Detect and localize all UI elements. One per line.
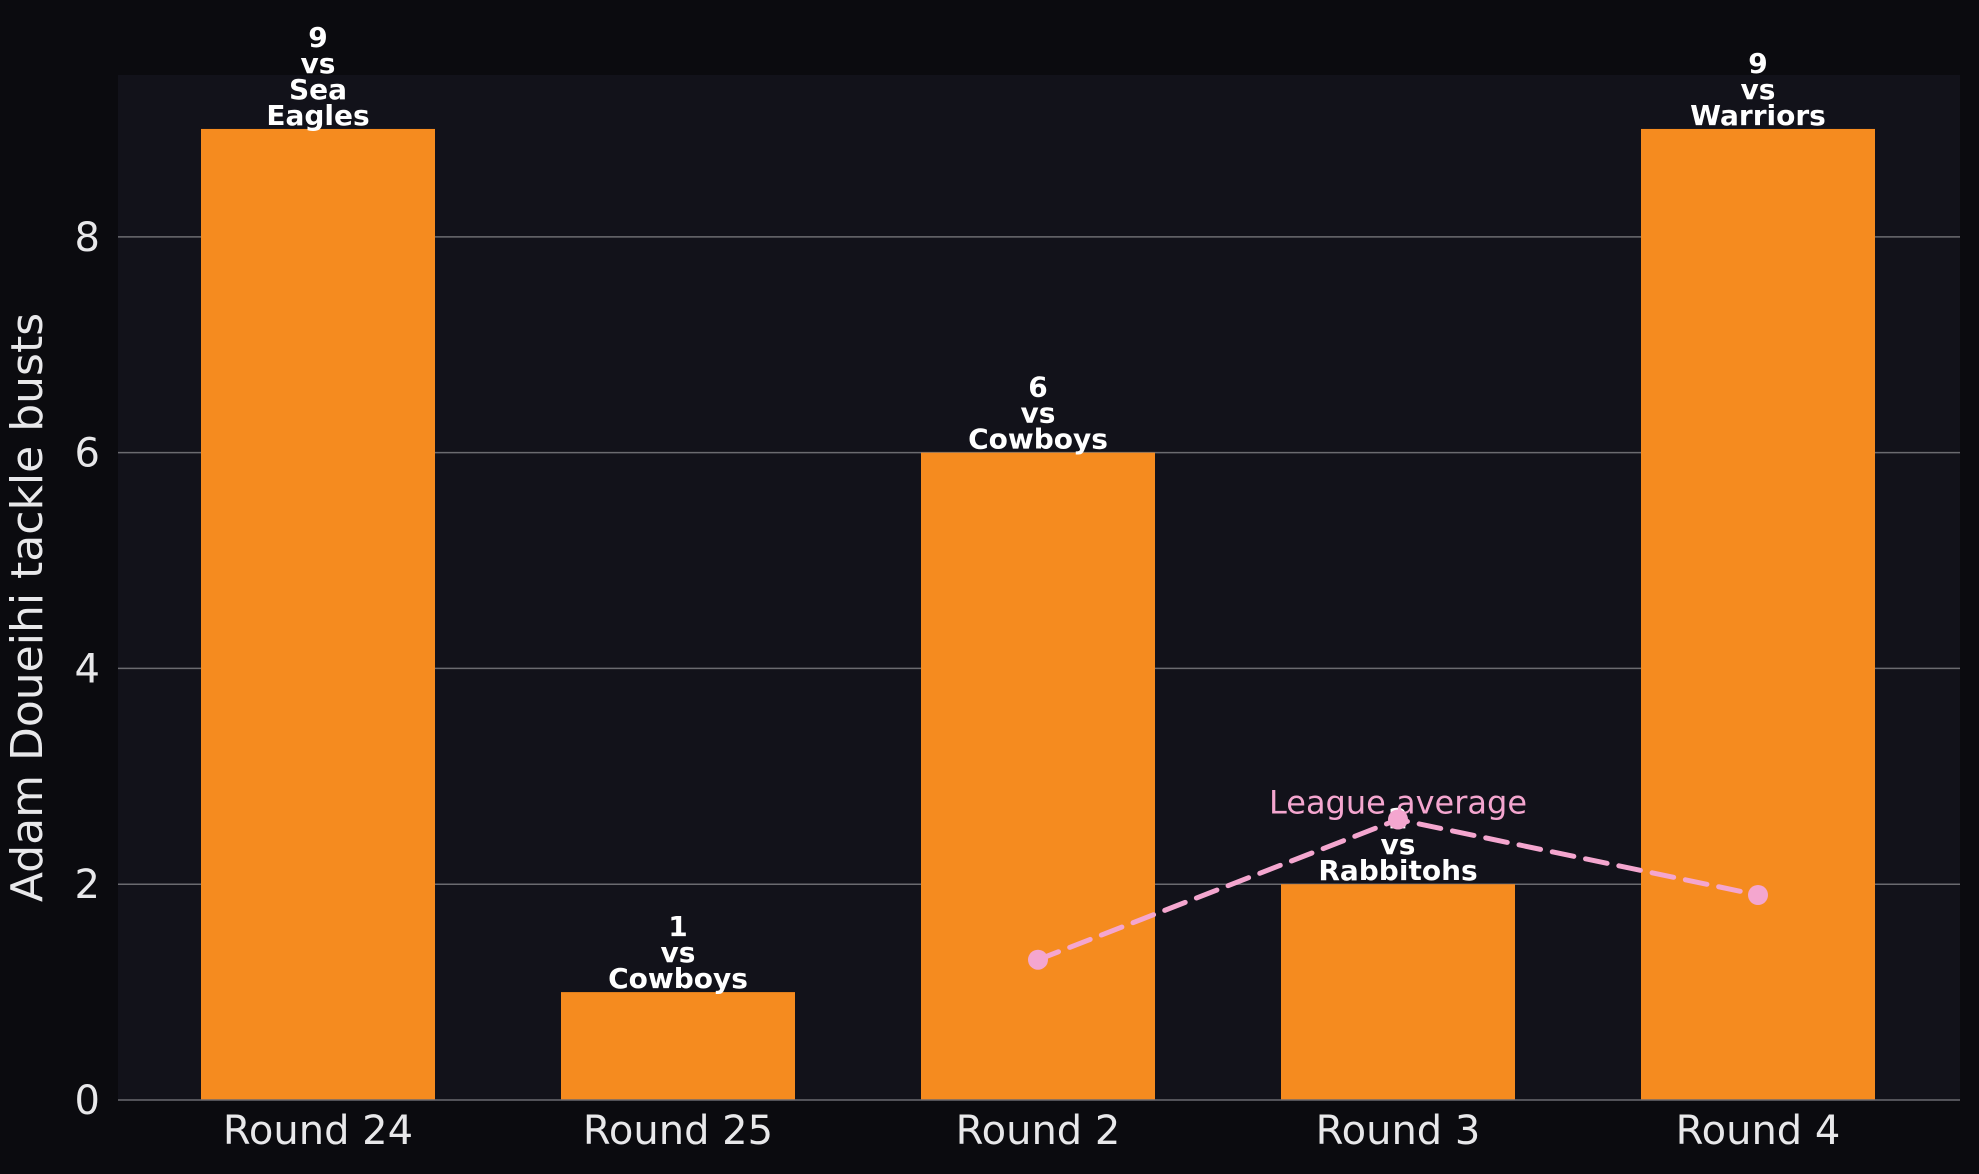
- bar-data-label: 1 vs Cowboys: [608, 910, 748, 995]
- bar-labels: 9vsSeaEagles1vsCowboys6vsCowboys2vsRabbi…: [266, 21, 1826, 995]
- x-tick-label: Round 25: [583, 1108, 773, 1154]
- y-tick-label: 4: [75, 646, 100, 692]
- y-axis-title: Adam Doueihi tackle busts: [2, 313, 53, 902]
- x-tick-label: Round 2: [956, 1108, 1121, 1154]
- bar-data-label: 9 vs Sea Eagles: [266, 21, 369, 132]
- bar-data-label: 6 vs Cowboys: [968, 371, 1108, 456]
- bar-round-2: [921, 452, 1155, 1100]
- league-average-point: [1028, 949, 1048, 970]
- bar-data-label: 9 vs Warriors: [1690, 47, 1826, 132]
- league-average-point: [1748, 885, 1768, 905]
- league-average-point: [1388, 809, 1408, 830]
- y-tick-label: 8: [75, 215, 100, 261]
- bar-round-24: [201, 128, 435, 1100]
- axes: 0 2 4 6 8 Round 24 Round 25 Round 2 Round 3 Round…: [75, 215, 1960, 1154]
- x-tick-label: Round 24: [223, 1108, 413, 1154]
- bars: [201, 128, 1875, 1100]
- y-tick-label: 2: [75, 862, 100, 908]
- y-tick-label: 6: [75, 431, 100, 477]
- league-average-label: League average: [1269, 783, 1527, 821]
- bar-round-3: [1281, 884, 1515, 1100]
- league-average-series: [1028, 809, 1768, 970]
- x-tick-label: Round 4: [1676, 1108, 1841, 1154]
- y-tick-label: 0: [75, 1078, 100, 1124]
- bar-round-4: [1641, 128, 1875, 1100]
- x-tick-label: Round 3: [1316, 1108, 1481, 1154]
- bar-round-25: [561, 992, 795, 1100]
